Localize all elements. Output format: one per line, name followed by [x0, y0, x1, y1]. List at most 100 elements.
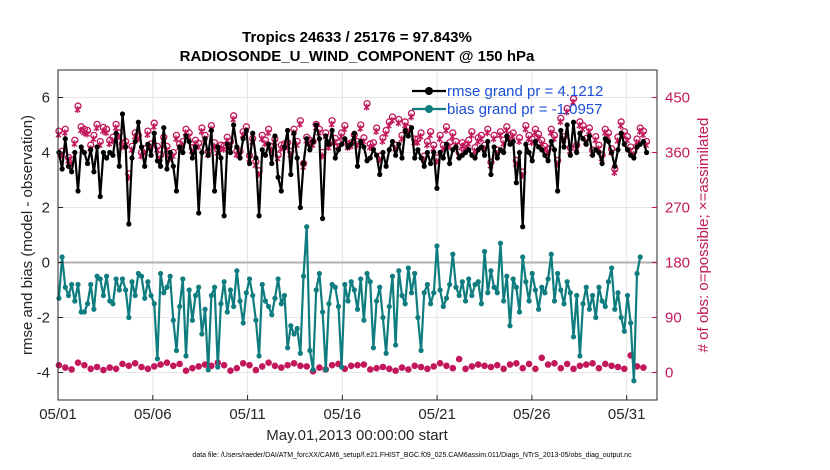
obs-lower-point	[481, 362, 488, 370]
rmse-point	[389, 138, 396, 145]
right-y-axis: 0 90 180 270 360 450	[652, 90, 690, 382]
rmse-point	[335, 147, 342, 153]
obs-assimilated-point	[414, 139, 421, 147]
rmse-point	[631, 155, 637, 161]
bias-point	[278, 301, 284, 307]
x-tick-label: 05/01	[39, 406, 77, 423]
obs-lower-point	[424, 365, 431, 373]
x-axis: 05/01 05/06 05/11 05/16 05/21 05/26 05/31	[39, 395, 645, 423]
bias-point	[570, 334, 577, 340]
data-file-footnote: data file: /Users/raeder/DAI/ATM_forcXX/…	[192, 452, 632, 459]
bias-point	[539, 284, 545, 290]
obs-assimilated-point	[417, 132, 424, 140]
rmse-point	[250, 130, 256, 136]
obs-lower-point	[271, 362, 279, 370]
rmse-point	[643, 149, 650, 156]
bias-point	[259, 281, 265, 288]
rmse-point	[218, 155, 224, 161]
rmse-point	[215, 144, 221, 150]
bias-point	[237, 298, 243, 304]
bias-point	[593, 314, 599, 321]
rmse-point	[164, 166, 170, 172]
obs-lower-point	[62, 364, 69, 371]
obs-assimilated-point	[363, 103, 370, 111]
rmse-point	[316, 136, 323, 142]
obs-lower-point	[392, 367, 399, 374]
rmse-point	[138, 144, 145, 150]
obs-lower-point	[119, 360, 126, 368]
rmse-point	[342, 136, 348, 142]
obs-lower-point	[144, 365, 152, 373]
left-tick-label: -2	[37, 310, 50, 327]
rmse-point	[123, 144, 129, 150]
rmse-point	[180, 149, 186, 156]
rmse-point	[205, 152, 211, 158]
rmse-point	[561, 144, 567, 150]
obs-lower-point	[354, 361, 361, 369]
bias-point	[431, 290, 437, 296]
obs-assimilated-point	[468, 131, 475, 139]
rmse-point	[256, 213, 262, 219]
rmse-point	[265, 141, 272, 147]
bias-point	[418, 347, 424, 354]
bias-point	[367, 279, 373, 285]
obs-lower-point	[538, 354, 546, 362]
obs-assimilated-point	[373, 128, 380, 136]
rmse-point	[485, 138, 491, 145]
bias-point	[567, 290, 573, 296]
bias-point	[116, 287, 122, 293]
bias-point	[126, 314, 132, 321]
obs-lower-point	[74, 359, 82, 367]
rmse-point	[421, 163, 427, 169]
rmse-point	[412, 155, 418, 161]
obs-assimilated-point	[357, 125, 364, 132]
left-tick-label: 2	[42, 200, 50, 217]
obs-lower-point	[100, 366, 107, 374]
rmse-point	[586, 133, 592, 139]
bias-point	[56, 295, 62, 301]
chart-title-line1: Tropics 24633 / 25176 = 97.843%	[242, 29, 472, 46]
rmse-point	[548, 138, 554, 145]
rmse-point	[196, 210, 202, 216]
rmse-point	[612, 163, 618, 169]
bias-point	[351, 287, 357, 293]
bias-point	[183, 353, 189, 359]
obs-assimilated-point	[465, 140, 472, 148]
obs-lower-point	[474, 361, 482, 368]
bias-point	[202, 306, 208, 312]
legend-bias-marker	[425, 105, 433, 113]
bias-point	[307, 347, 313, 354]
bias-point	[103, 273, 110, 279]
bias-point	[218, 301, 224, 307]
obs-lower-point	[443, 362, 450, 370]
obs-lower-point	[563, 360, 571, 368]
rmse-point	[269, 160, 275, 167]
rmse-point	[567, 152, 573, 158]
bias-point	[440, 303, 446, 310]
rmse-point	[91, 169, 97, 175]
rmse-point	[132, 138, 138, 145]
legend-rmse-marker	[425, 87, 433, 95]
rmse-point	[624, 147, 631, 153]
rmse-point	[408, 125, 415, 131]
bias-point	[88, 281, 94, 288]
bias-point	[161, 290, 167, 296]
bias-point	[142, 295, 148, 301]
right-tick-label: 360	[665, 145, 690, 162]
rmse-point	[227, 149, 234, 156]
bias-point	[65, 292, 72, 299]
rmse-series	[56, 111, 650, 230]
rmse-point	[173, 188, 180, 194]
bias-point	[113, 276, 119, 282]
rmse-point	[415, 147, 421, 153]
obs-lower-point	[379, 363, 387, 371]
bias-line	[57, 225, 642, 382]
obs-lower-point	[366, 366, 374, 373]
obs-lower-point	[614, 363, 622, 371]
right-tick-label: 450	[665, 90, 690, 107]
x-tick-label: 05/31	[608, 406, 646, 423]
rmse-point	[297, 204, 303, 211]
rmse-point	[294, 155, 300, 161]
rmse-point	[564, 122, 570, 128]
rmse-point	[288, 171, 294, 178]
